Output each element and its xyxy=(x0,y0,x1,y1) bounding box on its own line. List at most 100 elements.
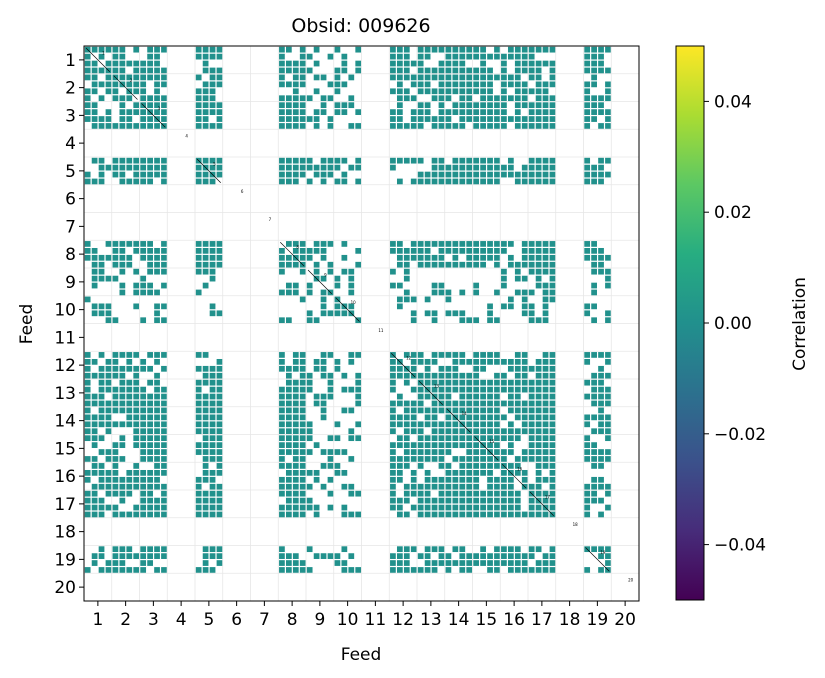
heatmap-cell xyxy=(327,261,334,268)
heatmap-cell xyxy=(473,372,480,379)
heatmap-cell xyxy=(285,435,292,442)
heatmap-cell xyxy=(390,553,396,559)
heatmap-cell xyxy=(473,53,480,60)
heatmap-cell xyxy=(466,435,473,442)
heatmap-cell xyxy=(549,497,556,504)
heatmap-cell xyxy=(549,372,556,379)
heatmap-cell xyxy=(514,261,521,268)
heatmap-cell xyxy=(584,358,591,365)
heatmap-cell xyxy=(591,449,597,455)
heatmap-cell xyxy=(216,511,223,518)
heatmap-cell xyxy=(320,102,327,109)
heatmap-cell xyxy=(285,490,292,497)
heatmap-cell xyxy=(591,171,597,178)
heatmap-cell xyxy=(549,560,556,566)
heatmap-cell xyxy=(598,449,604,455)
heatmap-cell xyxy=(216,261,223,268)
heatmap-cell xyxy=(466,53,473,60)
heatmap-cell xyxy=(445,463,452,469)
heatmap-cell xyxy=(334,303,341,310)
heatmap-cell xyxy=(209,102,216,109)
heatmap-cell xyxy=(299,67,306,74)
heatmap-cell xyxy=(396,102,403,109)
heatmap-cell xyxy=(279,421,285,428)
heatmap-cell xyxy=(417,386,424,393)
heatmap-cell xyxy=(154,123,160,129)
heatmap-cell xyxy=(140,393,147,400)
heatmap-cell xyxy=(279,53,285,60)
heatmap-cell xyxy=(396,109,403,115)
heatmap-cell xyxy=(126,74,133,81)
heatmap-cell xyxy=(119,442,126,448)
heatmap-cell xyxy=(306,53,313,60)
heatmap-cell xyxy=(445,95,452,102)
heatmap-cell xyxy=(410,504,417,511)
heatmap-cell xyxy=(403,157,410,164)
diagonal-label: 5 xyxy=(213,161,216,166)
heatmap-cell xyxy=(452,400,459,407)
heatmap-cell xyxy=(154,102,160,109)
heatmap-cell xyxy=(403,296,410,303)
heatmap-cell xyxy=(542,456,549,462)
heatmap-cell xyxy=(209,303,216,310)
heatmap-cell xyxy=(535,504,542,511)
heatmap-cell xyxy=(147,67,153,74)
heatmap-cell xyxy=(466,553,473,559)
heatmap-cell xyxy=(299,449,306,455)
heatmap-cell xyxy=(584,164,591,171)
heatmap-cell xyxy=(112,317,119,324)
heatmap-cell xyxy=(348,490,355,497)
heatmap-cell xyxy=(147,442,153,448)
heatmap-cell xyxy=(202,567,209,573)
heatmap-cell xyxy=(417,67,424,74)
heatmap-cell xyxy=(473,254,480,261)
heatmap-cell xyxy=(605,310,611,317)
heatmap-cell xyxy=(598,546,604,553)
heatmap-cell xyxy=(459,476,466,483)
heatmap-cell xyxy=(535,88,542,95)
heatmap-cell xyxy=(105,46,112,53)
heatmap-cell xyxy=(431,95,438,102)
heatmap-cell xyxy=(313,442,320,448)
heatmap-cell xyxy=(119,567,126,573)
heatmap-cell xyxy=(105,428,112,435)
heatmap-cell xyxy=(84,386,91,393)
heatmap-cell xyxy=(584,178,591,185)
heatmap-cell xyxy=(514,428,521,435)
heatmap-cell xyxy=(154,60,160,67)
heatmap-cell xyxy=(591,261,597,268)
heatmap-cell xyxy=(341,483,348,490)
heatmap-cell xyxy=(473,497,480,504)
heatmap-cell xyxy=(542,102,549,109)
heatmap-cell xyxy=(216,435,223,442)
heatmap-cell xyxy=(466,116,473,122)
heatmap-cell xyxy=(438,261,445,268)
heatmap-cell xyxy=(466,449,473,455)
heatmap-cell xyxy=(306,483,313,490)
heatmap-cell xyxy=(480,241,486,247)
heatmap-cell xyxy=(140,546,147,553)
heatmap-cell xyxy=(396,46,403,53)
heatmap-cell xyxy=(445,414,452,421)
heatmap-cell xyxy=(535,414,542,421)
heatmap-cell xyxy=(535,400,542,407)
heatmap-cell xyxy=(161,386,167,393)
heatmap-cell xyxy=(494,567,500,573)
heatmap-cell xyxy=(112,560,119,566)
heatmap-cell xyxy=(521,261,528,268)
heatmap-cell xyxy=(417,178,424,185)
heatmap-cell xyxy=(292,483,299,490)
heatmap-cell xyxy=(514,268,521,275)
heatmap-cell xyxy=(119,421,126,428)
heatmap-cell xyxy=(390,428,396,435)
heatmap-cell xyxy=(279,81,285,88)
diagonal-label: 10 xyxy=(351,300,357,305)
heatmap-cell xyxy=(605,275,611,282)
heatmap-cell xyxy=(348,352,355,358)
heatmap-cell xyxy=(549,171,556,178)
heatmap-cell xyxy=(473,317,480,324)
heatmap-cell xyxy=(466,81,473,88)
heatmap-cell xyxy=(154,456,160,462)
heatmap-cell xyxy=(549,456,556,462)
